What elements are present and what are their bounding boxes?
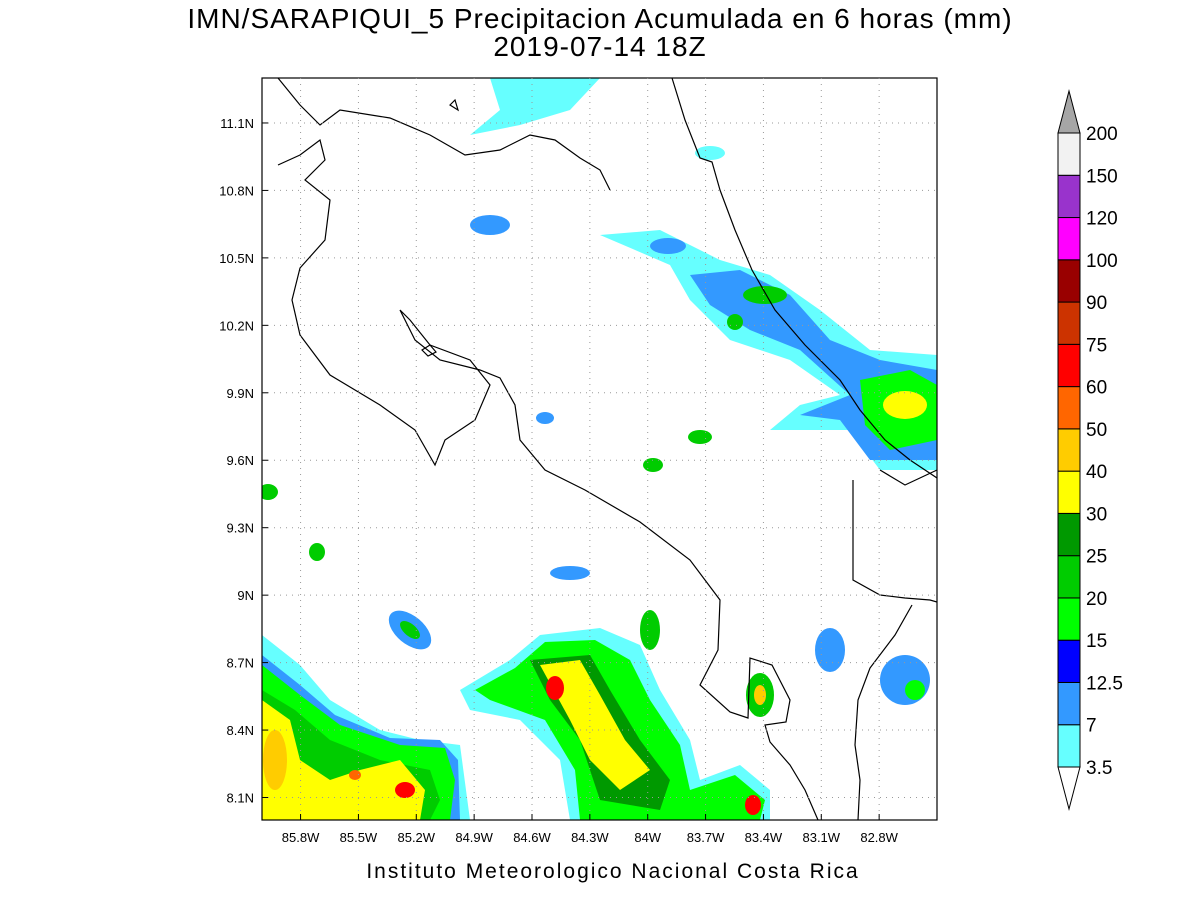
colorbar-band (1057, 724, 1081, 768)
colorbar-label: 7 (1086, 716, 1097, 737)
colorbar-label: 50 (1086, 420, 1107, 441)
y-tick-label: 9N (237, 588, 254, 603)
y-tick-label: 8.7N (227, 656, 254, 671)
colorbar-band (1057, 301, 1081, 345)
colorbar-band (1057, 512, 1081, 557)
coastline (879, 469, 937, 486)
precip-area (263, 730, 287, 790)
x-tick-label: 85.5W (340, 830, 378, 845)
precip-area (650, 238, 686, 254)
coastlines (277, 78, 937, 820)
precipitation (262, 78, 937, 820)
precip-area (309, 543, 325, 561)
precip-area (727, 314, 743, 330)
colorbar-label: 90 (1086, 293, 1107, 314)
precip-area (262, 484, 278, 500)
title: IMN/SARAPIQUI_5 Precipitacion Acumulada … (187, 3, 1012, 34)
colorbar-band (1057, 343, 1081, 388)
precip-area (905, 680, 925, 700)
colorbar-band (1057, 217, 1081, 261)
y-tick-label: 9.6N (227, 453, 254, 468)
colorbar-label: 40 (1086, 462, 1107, 483)
precip-area (470, 215, 510, 235)
x-tick-label: 84.3W (571, 830, 609, 845)
colorbar-label: 30 (1086, 504, 1107, 525)
precip-area (688, 430, 712, 444)
x-tick-label: 83.4W (745, 830, 783, 845)
colorbar-label: 25 (1086, 547, 1107, 568)
x-tick-label: 84.6W (513, 830, 551, 845)
precip-area (400, 621, 420, 639)
colorbar-label: 75 (1086, 335, 1107, 356)
coastline (449, 98, 460, 112)
precip-area (349, 770, 361, 780)
colorbar-band (1057, 174, 1081, 219)
y-tick-label: 8.1N (227, 791, 254, 806)
precip-area (395, 782, 415, 798)
colorbar-label: 200 (1086, 124, 1118, 145)
colorbar-band (1057, 132, 1081, 176)
subtitle: 2019-07-14 18Z (493, 31, 706, 62)
y-tick-label: 10.8N (219, 183, 254, 198)
colorbar-label: 120 (1086, 209, 1118, 230)
precip-area (743, 286, 787, 304)
precip-area (640, 610, 660, 650)
colorbar-band (1057, 639, 1081, 683)
colorbar-band (1057, 681, 1081, 726)
y-tick-label: 9.9N (227, 386, 254, 401)
colorbar-label: 3.5 (1086, 758, 1112, 779)
x-tick-label: 84.9W (455, 830, 493, 845)
colorbar-band (1057, 386, 1081, 430)
y-tick-label: 9.3N (227, 521, 254, 536)
x-tick-label: 82.8W (860, 830, 898, 845)
map-frame (261, 77, 938, 821)
precip-area (470, 78, 600, 135)
precip-area (883, 391, 927, 419)
colorbar-label: 20 (1086, 589, 1107, 610)
precip-area (262, 700, 425, 820)
colorbar-band (1057, 259, 1081, 303)
coastline (854, 604, 913, 820)
coastline (277, 138, 819, 820)
precip-area (745, 795, 761, 815)
colorbar-under (1057, 766, 1081, 811)
colorbar-over (1057, 89, 1081, 134)
colorbar-label: 100 (1086, 251, 1118, 272)
x-tick-label: 85.8W (282, 830, 320, 845)
colorbar-band (1057, 428, 1081, 472)
precip-area (550, 566, 590, 580)
y-tick-label: 10.2N (219, 318, 254, 333)
precip-area (546, 676, 564, 700)
precip-area (695, 146, 725, 160)
precip-area (536, 412, 554, 424)
precip-area (754, 685, 766, 705)
colorbar-band (1057, 555, 1081, 599)
y-tick-label: 11.1N (220, 116, 254, 131)
precip-area (540, 660, 650, 790)
colorbar-band (1057, 470, 1081, 514)
colorbar-label: 12.5 (1086, 673, 1123, 694)
coastline (671, 78, 937, 479)
y-tick-label: 10.5N (219, 251, 254, 266)
colorbar-band (1057, 597, 1081, 641)
coastline (277, 78, 611, 191)
map-area (261, 77, 938, 821)
footer: Instituto Meteorologico Nacional Costa R… (366, 860, 859, 883)
x-tick-label: 84W (634, 830, 661, 845)
colorbar-label: 15 (1086, 631, 1107, 652)
y-tick-label: 8.4N (227, 723, 254, 738)
x-tick-label: 83.7W (687, 830, 725, 845)
coastline (421, 344, 437, 357)
colorbar-label: 150 (1086, 166, 1118, 187)
coastline (852, 480, 937, 603)
colorbar-label: 60 (1086, 378, 1107, 399)
precip-area (815, 628, 845, 672)
x-tick-label: 83.1W (802, 830, 840, 845)
x-tick-label: 85.2W (397, 830, 435, 845)
